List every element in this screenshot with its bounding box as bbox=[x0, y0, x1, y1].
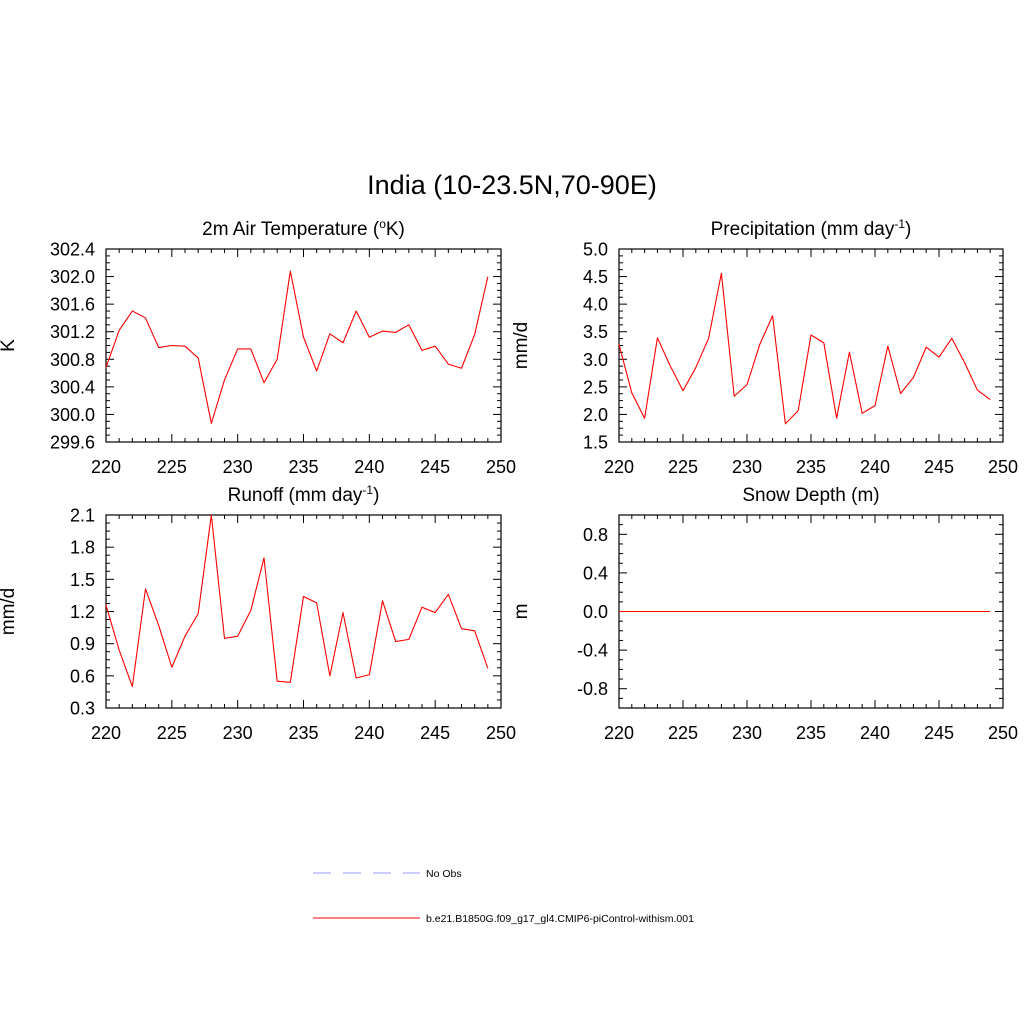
snow-depth-y-tick-label: 0.0 bbox=[583, 602, 608, 622]
snow-depth-x-tick-label: 220 bbox=[604, 723, 634, 743]
air-temperature-y-tick-label: 302.0 bbox=[50, 267, 95, 287]
precipitation-x-tick-label: 240 bbox=[860, 457, 890, 477]
snow-depth-y-tick-label: -0.8 bbox=[577, 679, 608, 699]
air-temperature-y-axis-label: K bbox=[0, 339, 19, 352]
runoff-x-tick-label: 240 bbox=[354, 723, 384, 743]
precipitation-y-tick-label: 5.0 bbox=[583, 240, 608, 260]
runoff-y-tick-label: 1.2 bbox=[70, 602, 95, 622]
precipitation-x-tick-label: 250 bbox=[988, 457, 1018, 477]
runoff-x-tick-label: 250 bbox=[486, 723, 516, 743]
precipitation-y-tick-label: 4.5 bbox=[583, 267, 608, 287]
runoff-y-tick-label: 0.3 bbox=[70, 699, 95, 719]
runoff-y-axis-label: mm/d bbox=[0, 588, 19, 636]
runoff-series-line bbox=[105, 514, 489, 688]
snow-depth-x-tick-label: 235 bbox=[796, 723, 826, 743]
runoff-y-tick-label: 2.1 bbox=[70, 506, 95, 526]
precipitation-y-tick-label: 2.0 bbox=[583, 405, 608, 425]
panel-runoff: Runoff (mm day-1) 220 225 230 235 240 245 250 0.… bbox=[0, 483, 516, 743]
precipitation-x-tick-label: 220 bbox=[604, 457, 634, 477]
air-temperature-y-tick-label: 301.6 bbox=[50, 295, 95, 315]
air-temperature-y-tick-label: 299.6 bbox=[50, 433, 95, 453]
runoff-title: Runoff (mm day-1) bbox=[228, 483, 380, 506]
runoff-y-tick-label: 1.8 bbox=[70, 538, 95, 558]
precipitation-y-tick-label: 3.0 bbox=[583, 350, 608, 370]
snow-depth-x-tick-label: 245 bbox=[924, 723, 954, 743]
snow-depth-x-tick-label: 225 bbox=[668, 723, 698, 743]
legend-label-model: b.e21.B1850G.f09_g17_gl4.CMIP6-piControl… bbox=[426, 913, 694, 925]
precipitation-y-tick-label: 1.5 bbox=[583, 433, 608, 453]
air-temperature-x-tick-label: 240 bbox=[354, 457, 384, 477]
panel-precipitation: Precipitation (mm day-1) 220 225 230 235 240 2… bbox=[511, 217, 1018, 477]
snow-depth-y-tick-label: -0.4 bbox=[577, 641, 608, 661]
runoff-y-tick-label: 0.6 bbox=[70, 666, 95, 686]
air-temperature-x-tick-label: 250 bbox=[486, 457, 516, 477]
runoff-x-tick-label: 220 bbox=[91, 723, 121, 743]
runoff-x-tick-label: 235 bbox=[288, 723, 318, 743]
air-temperature-x-tick-label: 225 bbox=[157, 457, 187, 477]
runoff-y-tick-label: 1.5 bbox=[70, 570, 95, 590]
runoff-frame bbox=[105, 514, 502, 709]
precipitation-x-tick-label: 230 bbox=[732, 457, 762, 477]
precipitation-x-tick-label: 225 bbox=[668, 457, 698, 477]
precipitation-x-tick-label: 235 bbox=[796, 457, 826, 477]
legend: No Obs b.e21.B1850G.f09_g17_gl4.CMIP6-pi… bbox=[313, 868, 694, 925]
air-temperature-y-tick-label: 300.8 bbox=[50, 350, 95, 370]
air-temperature-title: 2m Air Temperature (oK) bbox=[202, 217, 405, 240]
precipitation-title: Precipitation (mm day-1) bbox=[711, 217, 912, 240]
panel-snow-depth: Snow Depth (m) 220 225 230 235 240 245 250 -0.8 -… bbox=[511, 485, 1018, 743]
runoff-y-tick-label: 0.9 bbox=[70, 634, 95, 654]
panel-air-temperature: 2m Air Temperature (oK) 220 225 230 235 240 24… bbox=[0, 217, 516, 477]
snow-depth-x-tick-label: 240 bbox=[860, 723, 890, 743]
precipitation-frame bbox=[618, 248, 1004, 443]
precipitation-y-tick-label: 3.5 bbox=[583, 322, 608, 342]
runoff-x-tick-label: 230 bbox=[223, 723, 253, 743]
precipitation-y-tick-label: 2.5 bbox=[583, 377, 608, 397]
snow-depth-title: Snow Depth (m) bbox=[742, 485, 879, 506]
precipitation-y-tick-label: 4.0 bbox=[583, 295, 608, 315]
snow-depth-x-tick-label: 230 bbox=[732, 723, 762, 743]
air-temperature-y-tick-label: 300.4 bbox=[50, 377, 95, 397]
snow-depth-y-tick-label: 0.4 bbox=[583, 563, 608, 583]
snow-depth-y-axis-label: m bbox=[511, 604, 532, 620]
legend-label-obs: No Obs bbox=[426, 868, 462, 880]
air-temperature-x-tick-label: 220 bbox=[91, 457, 121, 477]
precipitation-x-tick-label: 245 bbox=[924, 457, 954, 477]
precipitation-y-axis-label: mm/d bbox=[511, 322, 532, 370]
air-temperature-y-tick-label: 302.4 bbox=[50, 240, 95, 260]
air-temperature-series-line bbox=[105, 270, 489, 424]
runoff-x-tick-label: 245 bbox=[420, 723, 450, 743]
air-temperature-y-tick-label: 301.2 bbox=[50, 322, 95, 342]
runoff-x-tick-label: 225 bbox=[157, 723, 187, 743]
air-temperature-x-tick-label: 235 bbox=[288, 457, 318, 477]
snow-depth-x-tick-label: 250 bbox=[988, 723, 1018, 743]
precipitation-series-line bbox=[618, 272, 991, 425]
air-temperature-x-tick-label: 245 bbox=[420, 457, 450, 477]
air-temperature-x-tick-label: 230 bbox=[223, 457, 253, 477]
air-temperature-y-tick-label: 300.0 bbox=[50, 405, 95, 425]
figure-title: India (10-23.5N,70-90E) bbox=[367, 170, 657, 200]
air-temperature-frame bbox=[105, 248, 502, 443]
snow-depth-y-tick-label: 0.8 bbox=[583, 525, 608, 545]
